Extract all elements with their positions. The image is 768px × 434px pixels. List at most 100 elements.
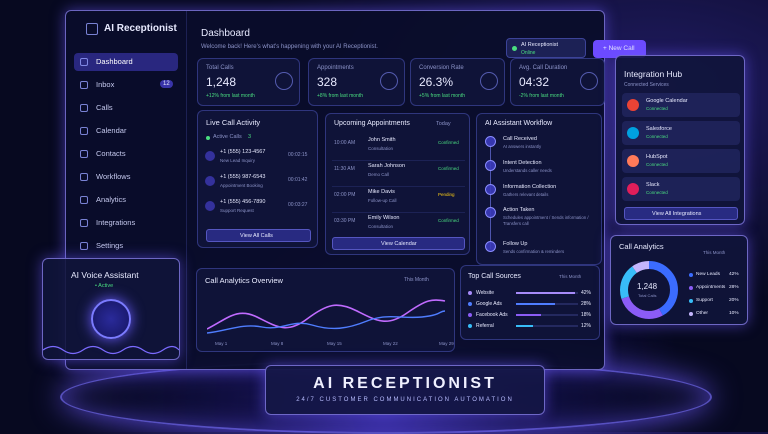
donut-segment bbox=[620, 261, 678, 319]
stat-delta: -2% from last month bbox=[519, 93, 564, 99]
source-icon bbox=[468, 324, 472, 328]
nav-item[interactable]: Dashboard bbox=[74, 53, 178, 71]
card-title: Integration Hub bbox=[624, 69, 683, 79]
integration-item[interactable]: Salesforce Connected bbox=[622, 121, 740, 145]
integration-item[interactable]: Slack Connected bbox=[622, 177, 740, 201]
step-title: Follow Up bbox=[503, 241, 528, 247]
appt-desc: Consultation bbox=[368, 224, 394, 229]
step-icon bbox=[485, 160, 496, 171]
nav-item[interactable]: Contacts bbox=[74, 145, 178, 163]
bar-track bbox=[516, 325, 578, 327]
status: Online bbox=[521, 50, 536, 56]
integration-status: Connected bbox=[646, 134, 668, 139]
new-call-label: + New Call bbox=[603, 45, 635, 52]
call-icon bbox=[205, 176, 215, 186]
view-calls-button[interactable]: View All Calls bbox=[206, 229, 311, 242]
card-title: Live Call Activity bbox=[206, 118, 261, 127]
nav-item[interactable]: Settings bbox=[74, 237, 178, 255]
filter[interactable]: This Month bbox=[404, 277, 429, 283]
filter[interactable]: Today bbox=[436, 121, 451, 127]
bar bbox=[516, 292, 575, 294]
stat-label: Conversion Rate bbox=[419, 65, 464, 71]
voice-wave bbox=[43, 345, 179, 355]
active-dot bbox=[206, 136, 210, 140]
filter[interactable]: This Month bbox=[703, 250, 726, 255]
legend-pct: 20% bbox=[729, 298, 739, 303]
nav-label: Integrations bbox=[96, 218, 136, 227]
button-label: View All Calls bbox=[240, 233, 273, 239]
phone-button[interactable] bbox=[91, 299, 131, 339]
stat-label: Avg. Call Duration bbox=[519, 65, 568, 71]
nav-item[interactable]: Integrations bbox=[74, 214, 178, 232]
appt-status: Confirmed bbox=[438, 218, 459, 223]
source-pct: 12% bbox=[581, 323, 592, 329]
workflow-card: AI Assistant Workflow Call Received AI ans… bbox=[476, 113, 602, 265]
call-number: +1 (555) 987-6543 bbox=[220, 174, 266, 180]
donut-total: 1,248 bbox=[637, 282, 658, 291]
appt-name: Sarah Johnson bbox=[368, 163, 405, 169]
view-calendar-button[interactable]: View Calendar bbox=[332, 237, 465, 250]
integration-logo bbox=[627, 99, 639, 111]
stat-card: Conversion Rate 26.3% +5% from last month bbox=[410, 58, 505, 106]
source-icon bbox=[468, 291, 472, 295]
badge: 12 bbox=[160, 80, 173, 88]
nav-item[interactable]: Calendar bbox=[74, 122, 178, 140]
bar-track bbox=[516, 314, 578, 316]
call-icon bbox=[205, 201, 215, 211]
nav-item[interactable]: Calls bbox=[74, 99, 178, 117]
status-pill[interactable]: AI Receptionist Online bbox=[506, 38, 586, 58]
nav-item[interactable]: Analytics bbox=[74, 191, 178, 209]
appointments-card: Upcoming Appointments Today 10:00 AM John S… bbox=[325, 113, 470, 255]
stat-label: Appointments bbox=[317, 65, 354, 71]
appt-time: 11:30 AM bbox=[334, 166, 355, 172]
source-pct: 18% bbox=[581, 312, 592, 318]
nav-label: Workflows bbox=[96, 172, 131, 181]
card-title: Call Analytics bbox=[619, 242, 664, 251]
source-name: Referral bbox=[476, 323, 494, 329]
step-icon bbox=[485, 241, 496, 252]
view-integrations-button[interactable]: View All Integrations bbox=[624, 207, 738, 220]
nav-icon bbox=[80, 81, 88, 89]
nav-item[interactable]: Workflows bbox=[74, 168, 178, 186]
step-icon bbox=[485, 207, 496, 218]
appt-name: John Smith bbox=[368, 137, 396, 143]
page-title: Dashboard bbox=[201, 28, 250, 39]
integration-name: Google Calendar bbox=[646, 98, 688, 104]
legend-pct: 42% bbox=[729, 272, 739, 277]
appt-desc: Consultation bbox=[368, 146, 394, 151]
legend-dot bbox=[689, 312, 693, 316]
stat-delta: +12% from last month bbox=[206, 93, 255, 99]
card-title: Call Analytics Overview bbox=[205, 276, 283, 285]
new-call-button[interactable] bbox=[593, 40, 646, 58]
nav-label: Inbox bbox=[96, 80, 115, 89]
source-icon bbox=[468, 313, 472, 317]
stat-value: 1,248 bbox=[206, 75, 237, 89]
call-time: 00:02:15 bbox=[288, 152, 308, 158]
divider bbox=[332, 212, 465, 213]
legend-dot bbox=[689, 273, 693, 277]
nav-icon bbox=[80, 219, 88, 227]
appt-name: Mike Davis bbox=[368, 189, 395, 195]
donut bbox=[620, 261, 678, 319]
source-name: Facebook Ads bbox=[476, 312, 508, 318]
integration-item[interactable]: HubSpot Connected bbox=[622, 149, 740, 173]
integration-name: Slack bbox=[646, 182, 660, 188]
card-title: Upcoming Appointments bbox=[334, 120, 410, 127]
workflow-line bbox=[490, 144, 491, 249]
legend-name: Appointments bbox=[696, 285, 726, 290]
app-name: AI Receptionist bbox=[104, 23, 177, 34]
x-label: May 15 bbox=[327, 341, 342, 346]
sources-card: Top Call Sources This Month Website 42% Goog… bbox=[460, 265, 600, 340]
step-desc: AI answers instantly bbox=[503, 144, 542, 149]
filter[interactable]: This Month bbox=[559, 274, 582, 279]
step-desc: Gathers relevant details bbox=[503, 192, 549, 197]
nav-label: Calendar bbox=[96, 126, 127, 135]
stat-icon bbox=[580, 72, 598, 90]
nav-item[interactable]: Inbox 12 bbox=[74, 76, 178, 94]
bar bbox=[516, 325, 533, 327]
status-name: AI Receptionist bbox=[521, 42, 558, 48]
integration-item[interactable]: Google Calendar Connected bbox=[622, 93, 740, 117]
source-pct: 28% bbox=[581, 301, 592, 307]
legend-dot bbox=[689, 286, 693, 290]
call-time: 00:03:27 bbox=[288, 202, 308, 208]
